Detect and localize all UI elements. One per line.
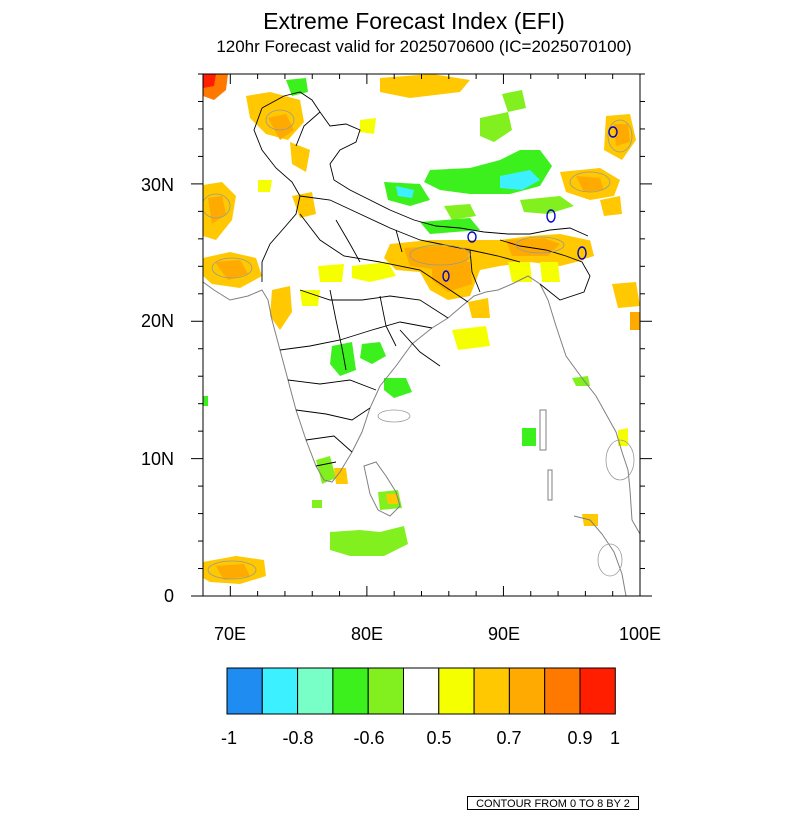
contours-gray — [203, 109, 635, 580]
colorbar-label: 1 — [610, 728, 620, 748]
x-tick-label: 100E — [619, 624, 661, 644]
x-tick-label: 70E — [214, 624, 246, 644]
boundaries — [253, 91, 591, 467]
y-tick-label: 20N — [141, 311, 174, 331]
colorbar-swatch — [473, 667, 510, 715]
y-axis-labels: 0 10N 20N 30N — [141, 175, 174, 606]
y-tick-label: 0 — [164, 586, 174, 606]
colorbar-label: -0.6 — [353, 728, 384, 748]
map-title: Extreme Forecast Index (EFI) — [263, 8, 565, 34]
colorbar-swatch — [579, 667, 616, 715]
x-axis-labels: 70E 80E 90E 100E — [214, 624, 661, 644]
colorbar-swatch — [544, 667, 581, 715]
colorbar-labels: -1 -0.8 -0.6 0.5 0.7 0.9 1 — [221, 728, 620, 748]
y-tick-label: 30N — [141, 175, 174, 195]
contours-blue — [442, 126, 618, 282]
colorbar-label: 0.9 — [567, 728, 592, 748]
colorbar-label: 0.7 — [496, 728, 521, 748]
colorbar-swatch — [332, 667, 369, 715]
plot-frame — [202, 73, 641, 597]
map-subtitle: 120hr Forecast valid for 2025070600 (IC=… — [216, 37, 632, 56]
colorbar-label: -1 — [221, 728, 237, 748]
colorbar-swatch — [403, 667, 440, 715]
coastlines — [203, 275, 640, 596]
x-tick-label: 80E — [351, 624, 383, 644]
colorbar-swatch — [261, 667, 299, 715]
efi-shading — [203, 74, 640, 584]
y-tick-label: 10N — [141, 449, 174, 469]
colorbar-swatch — [297, 667, 334, 715]
axis-ticks — [191, 73, 652, 597]
colorbar-label: 0.5 — [426, 728, 451, 748]
colorbar-label: -0.8 — [282, 728, 313, 748]
x-tick-label: 90E — [488, 624, 520, 644]
contour-info-label: CONTOUR FROM 0 TO 8 BY 2 — [467, 796, 639, 810]
map-content — [203, 74, 640, 596]
colorbar — [226, 667, 616, 715]
colorbar-swatch — [438, 667, 475, 715]
colorbar-swatch — [226, 667, 263, 715]
colorbar-swatch — [367, 667, 405, 715]
colorbar-swatch — [508, 667, 546, 715]
